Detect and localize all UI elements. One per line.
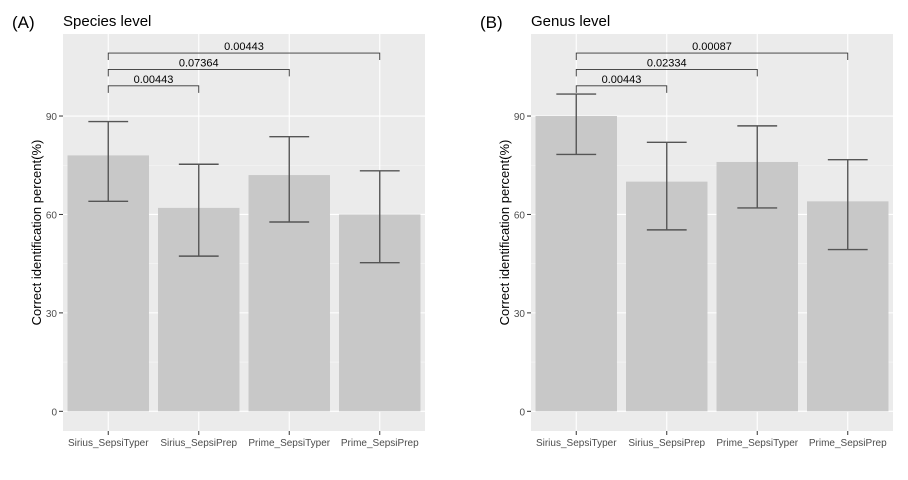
significance-label-2: 0.02334 xyxy=(647,57,687,69)
significance-label-3: 0.00443 xyxy=(224,41,264,53)
y-tick-label: 60 xyxy=(46,210,58,221)
significance-bracket-3 xyxy=(575,52,849,61)
y-axis-label: Correct identification percent(%) xyxy=(29,140,44,326)
error-bar-4 xyxy=(827,158,868,251)
panel-tag: (B) xyxy=(480,13,503,32)
chart-panel-2: (B) Genus level 0.00443 0.02334 0.00087 0 30 60… xyxy=(480,13,893,449)
y-tick-label: 90 xyxy=(46,112,58,123)
significance-label-2: 0.07364 xyxy=(179,57,219,69)
significance-bracket-2 xyxy=(575,68,758,77)
y-tick-label: 30 xyxy=(46,309,58,320)
significance-bracket-3 xyxy=(107,52,381,61)
error-bar-1 xyxy=(556,93,597,156)
chart-title: Species level xyxy=(63,13,151,30)
significance-bracket-1 xyxy=(575,85,668,93)
x-tick-label: Prime_SepsiPrep xyxy=(341,438,419,449)
significance-label-1: 0.00443 xyxy=(602,74,642,86)
bar-1 xyxy=(535,116,617,412)
y-tick-label: 60 xyxy=(514,210,526,221)
x-tick-label: Sirius_SepsiPrep xyxy=(628,438,705,449)
error-bar-2 xyxy=(646,141,687,231)
chart-title: Genus level xyxy=(531,13,610,30)
x-tick-label: Prime_SepsiPrep xyxy=(809,438,887,449)
y-tick-label: 0 xyxy=(51,407,57,418)
error-bar-3 xyxy=(737,125,778,209)
x-tick-label: Prime_SepsiTyper xyxy=(248,438,330,449)
significance-label-3: 0.00087 xyxy=(692,41,732,53)
panel-tag: (A) xyxy=(12,13,35,32)
error-bar-4 xyxy=(359,170,400,264)
error-bar-3 xyxy=(269,135,310,223)
x-tick-label: Sirius_SepsiTyper xyxy=(68,438,149,449)
significance-label-1: 0.00443 xyxy=(134,74,174,86)
significance-bracket-2 xyxy=(107,68,290,77)
y-axis-label: Correct identification percent(%) xyxy=(497,140,512,326)
x-tick-label: Sirius_SepsiTyper xyxy=(536,438,617,449)
error-bar-1 xyxy=(88,120,129,203)
y-tick-label: 0 xyxy=(519,407,525,418)
y-tick-label: 30 xyxy=(514,309,526,320)
y-tick-label: 90 xyxy=(514,112,526,123)
x-tick-label: Sirius_SepsiPrep xyxy=(160,438,237,449)
significance-bracket-1 xyxy=(107,85,200,93)
chart-panel-1: (A) Species level 0.00443 0.07364 0.00443 0 30… xyxy=(12,13,425,449)
x-tick-label: Prime_SepsiTyper xyxy=(716,438,798,449)
error-bar-2 xyxy=(178,163,219,257)
